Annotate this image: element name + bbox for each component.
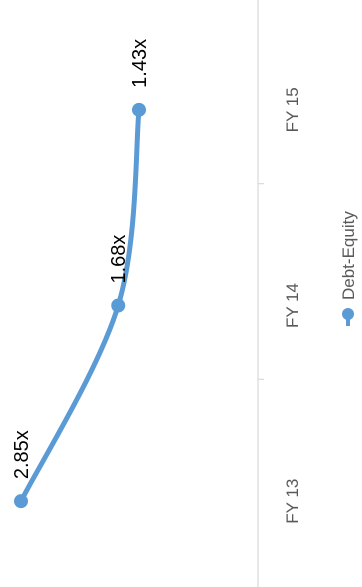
data-point — [111, 298, 126, 313]
category-tick-label: FY 14 — [283, 283, 302, 328]
category-tick-label: FY 15 — [283, 87, 302, 132]
data-point — [132, 102, 146, 117]
data-label: 2.85x — [11, 430, 33, 479]
data-label: 1.43x — [129, 39, 151, 88]
legend-swatch-marker — [342, 308, 354, 320]
data-point — [14, 494, 28, 509]
category-tick-label: FY 13 — [283, 479, 302, 524]
legend-label-debt-equity: Debt-Equity — [339, 211, 358, 300]
data-label: 1.68x — [108, 235, 130, 284]
legend: Debt-Equity — [339, 211, 358, 326]
